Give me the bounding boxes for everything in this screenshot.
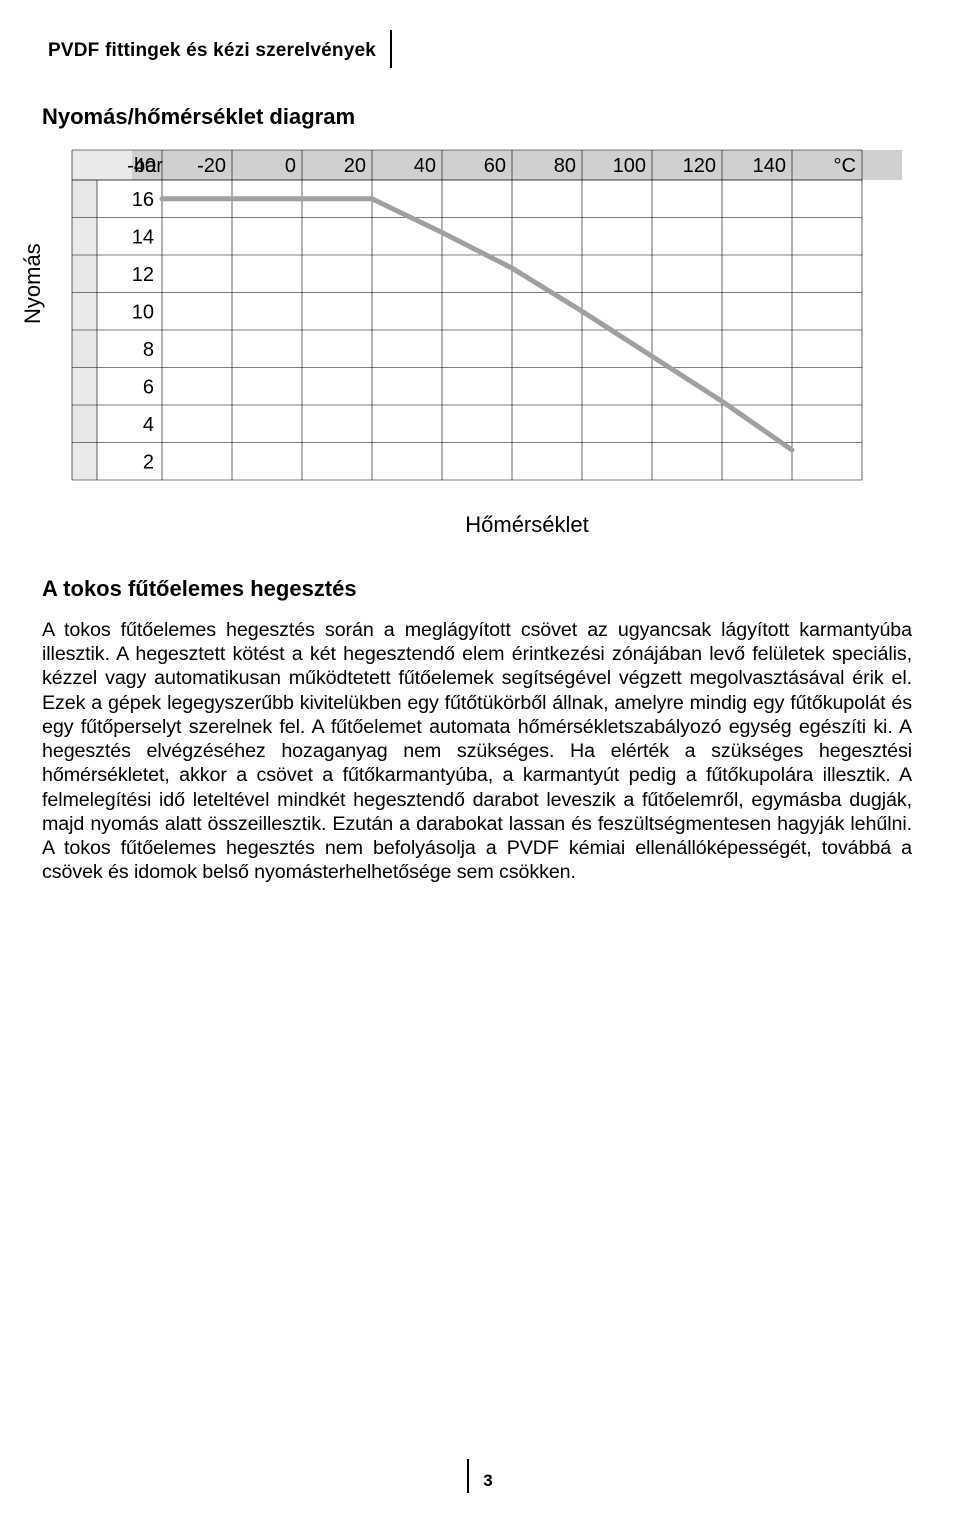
section-body: A tokos fűtőelemes hegesztés során a meg… bbox=[42, 618, 912, 885]
header-title: PVDF fittingek és kézi szerelvények bbox=[48, 40, 390, 68]
svg-text:-40: -40 bbox=[127, 155, 156, 177]
svg-text:12: 12 bbox=[132, 264, 154, 286]
svg-text:10: 10 bbox=[132, 301, 154, 323]
y-axis-label: Nyomás bbox=[20, 243, 46, 324]
svg-text:°C: °C bbox=[834, 155, 856, 177]
svg-text:80: 80 bbox=[554, 155, 576, 177]
svg-text:4: 4 bbox=[143, 414, 154, 436]
svg-text:8: 8 bbox=[143, 339, 154, 361]
page-number: 3 bbox=[483, 1471, 492, 1493]
chart-svg: bar-40-20020406080100120140°C16141210864… bbox=[42, 144, 902, 504]
pressure-temp-chart: Nyomás bar-40-20020406080100120140°C1614… bbox=[42, 144, 912, 538]
page-footer: 3 bbox=[0, 1459, 960, 1493]
diagram-title: Nyomás/hőmérséklet diagram bbox=[42, 104, 912, 130]
page-header: PVDF fittingek és kézi szerelvények bbox=[48, 30, 912, 68]
svg-text:0: 0 bbox=[285, 155, 296, 177]
svg-text:16: 16 bbox=[132, 189, 154, 211]
x-axis-label: Hőmérséklet bbox=[142, 512, 912, 538]
svg-text:40: 40 bbox=[414, 155, 436, 177]
svg-text:-20: -20 bbox=[197, 155, 226, 177]
svg-text:60: 60 bbox=[484, 155, 506, 177]
svg-text:14: 14 bbox=[132, 226, 154, 248]
svg-text:140: 140 bbox=[753, 155, 786, 177]
svg-text:2: 2 bbox=[143, 451, 154, 473]
svg-text:120: 120 bbox=[683, 155, 716, 177]
section-title: A tokos fűtőelemes hegesztés bbox=[42, 576, 912, 602]
header-rule bbox=[390, 30, 392, 68]
svg-text:6: 6 bbox=[143, 376, 154, 398]
footer-rule bbox=[467, 1459, 469, 1493]
svg-text:100: 100 bbox=[613, 155, 646, 177]
svg-text:20: 20 bbox=[344, 155, 366, 177]
